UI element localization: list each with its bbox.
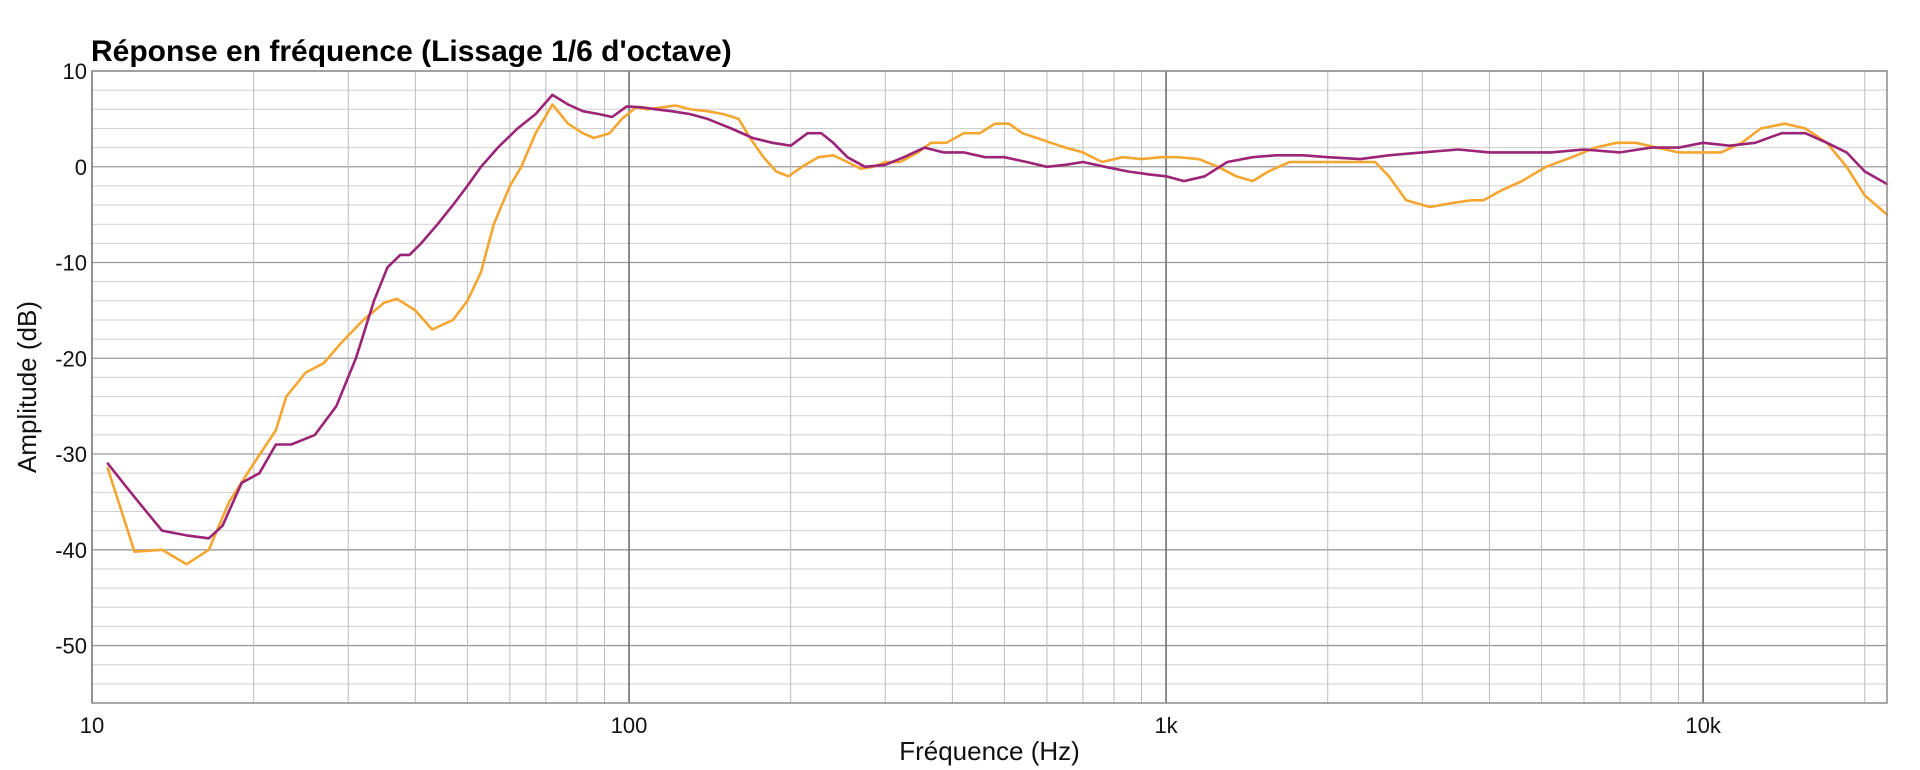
y-tick-label: -30 [55, 442, 87, 467]
series-layer [106, 93, 1889, 566]
y-tick-label: -40 [55, 538, 87, 563]
y-tick-label: 10 [63, 59, 87, 84]
grid [91, 70, 1887, 704]
y-tick-label: -20 [55, 346, 87, 371]
y-axis-ticks: 10 0 -10 -20 -30 -40 -50 [55, 59, 87, 659]
x-tick-label: 10 [80, 713, 104, 738]
plot-frame [91, 70, 1888, 704]
x-axis-ticks: 10 100 1k 10k [80, 713, 1722, 738]
y-tick-label: 0 [75, 155, 87, 180]
y-axis-label: Amplitude (dB) [12, 301, 42, 473]
x-tick-label: 10k [1685, 713, 1721, 738]
series-line-2 [106, 93, 1889, 540]
x-tick-label: 1k [1154, 713, 1178, 738]
x-axis-label: Fréquence (Hz) [899, 736, 1080, 766]
y-tick-label: -50 [55, 634, 87, 659]
x-tick-label: 100 [611, 713, 648, 738]
y-tick-label: -10 [55, 251, 87, 276]
chart-title: Réponse en fréquence (Lissage 1/6 d'octa… [91, 35, 732, 68]
